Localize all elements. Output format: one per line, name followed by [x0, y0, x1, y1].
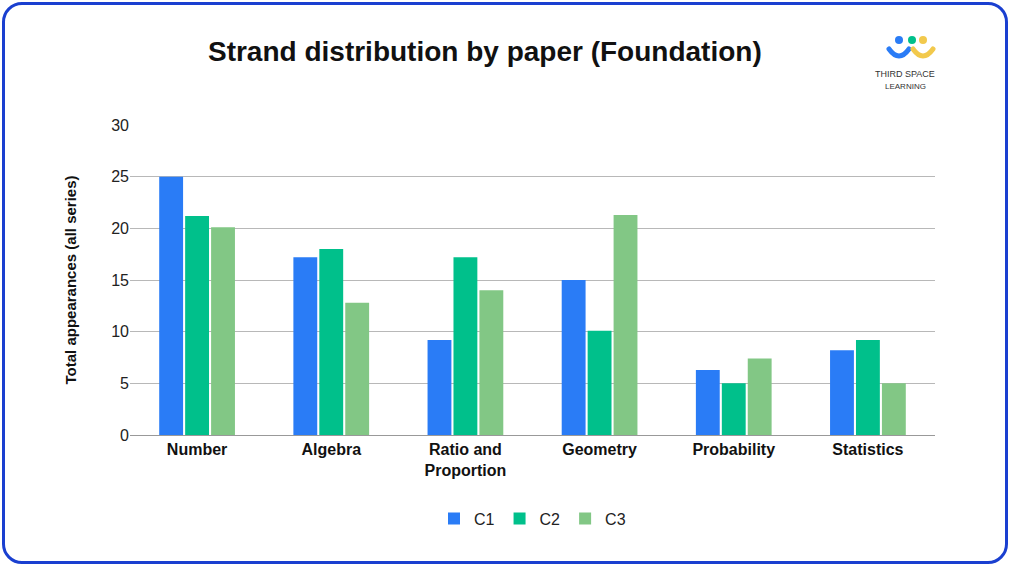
svg-text:Algebra: Algebra — [301, 441, 361, 458]
svg-text:20: 20 — [111, 220, 129, 237]
svg-text:C2: C2 — [540, 511, 561, 528]
svg-text:25: 25 — [111, 168, 129, 185]
svg-text:Number: Number — [167, 441, 227, 458]
svg-text:Total appearances (all series): Total appearances (all series) — [62, 176, 79, 385]
svg-text:5: 5 — [120, 375, 129, 392]
svg-text:Geometry: Geometry — [562, 441, 637, 458]
svg-text:0: 0 — [120, 427, 129, 444]
svg-text:C3: C3 — [605, 511, 626, 528]
svg-text:Probability: Probability — [692, 441, 775, 458]
svg-text:Strand distribution by paper (: Strand distribution by paper (Foundation… — [208, 36, 762, 67]
svg-text:C1: C1 — [474, 511, 495, 528]
svg-text:30: 30 — [111, 117, 129, 134]
svg-text:LEARNING: LEARNING — [885, 82, 926, 91]
svg-text:Statistics: Statistics — [832, 441, 903, 458]
svg-text:10: 10 — [111, 323, 129, 340]
svg-text:15: 15 — [111, 272, 129, 289]
svg-text:Ratio andProportion: Ratio andProportion — [425, 441, 507, 479]
svg-text:THIRD SPACE: THIRD SPACE — [875, 69, 935, 79]
